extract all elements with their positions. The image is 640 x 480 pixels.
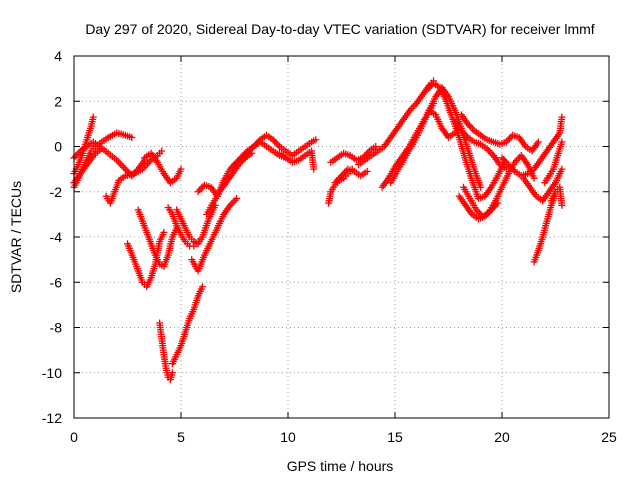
data-point [310, 165, 318, 173]
series-arc-17 [237, 131, 320, 162]
y-tick-label: -8 [50, 320, 63, 336]
y-tick-label: 0 [54, 139, 62, 155]
series-arc-30 [455, 192, 502, 223]
data-point [451, 129, 459, 137]
series-arc-31 [498, 113, 566, 180]
data-point [312, 136, 320, 144]
series-arc-09 [156, 319, 176, 384]
data-point [363, 167, 371, 175]
series-arc-04 [70, 145, 106, 187]
series-arc-07 [134, 206, 181, 270]
data-point [177, 165, 185, 173]
data-point [160, 228, 168, 236]
series-arc-08 [141, 149, 185, 187]
series-arc-21 [331, 165, 371, 187]
x-tick-label: 5 [177, 429, 185, 445]
series-arc-10 [168, 283, 206, 368]
x-tick-label: 10 [280, 429, 296, 445]
data-point [494, 199, 502, 207]
y-tick-label: -6 [50, 274, 63, 290]
data-point [558, 201, 566, 209]
data-point [530, 174, 538, 182]
y-tick-label: -2 [50, 184, 63, 200]
x-tick-label: 15 [387, 429, 403, 445]
series-arc-12 [173, 201, 219, 248]
x-axis-label: GPS time / hours [287, 458, 394, 474]
data-point [158, 147, 166, 155]
data-point [168, 369, 176, 377]
series-arc-26 [419, 106, 459, 141]
x-tick-label: 25 [601, 429, 617, 445]
x-tick-label: 0 [70, 429, 78, 445]
y-tick-label: -12 [42, 410, 62, 426]
series-arc-32 [519, 165, 566, 205]
series-arc-11 [164, 204, 202, 250]
data-point [233, 195, 241, 203]
y-tick-label: -10 [42, 365, 62, 381]
series-arc-18 [275, 147, 318, 173]
data-point [558, 113, 566, 121]
series-arc-25 [423, 79, 508, 203]
y-tick-label: 2 [54, 93, 62, 109]
data-point [558, 165, 566, 173]
data-point [477, 183, 485, 191]
y-tick-label: -4 [50, 229, 63, 245]
series-arc-34 [541, 138, 566, 187]
data-point [128, 133, 136, 141]
data-point [534, 138, 542, 146]
x-tick-label: 20 [494, 429, 510, 445]
axis-ticks: 0 5 10 15 20 25 -12 -10 -8 -6 -4 -2 0 2 4 [42, 48, 617, 445]
y-axis-label: SDTVAR / TECUs [8, 181, 24, 293]
data-point [558, 138, 566, 146]
series-arc-27 [451, 118, 510, 173]
chart-title: Day 297 of 2020, Sidereal Day-to-day VTE… [85, 21, 594, 37]
y-tick-label: 4 [54, 48, 62, 64]
data-points [70, 77, 566, 384]
data-point [198, 283, 206, 291]
data-point [98, 145, 106, 153]
data-point [372, 143, 380, 150]
data-point [89, 113, 97, 121]
series-arc-13 [188, 195, 241, 275]
series-arc-28 [457, 111, 542, 155]
series-arc-35 [547, 183, 566, 209]
